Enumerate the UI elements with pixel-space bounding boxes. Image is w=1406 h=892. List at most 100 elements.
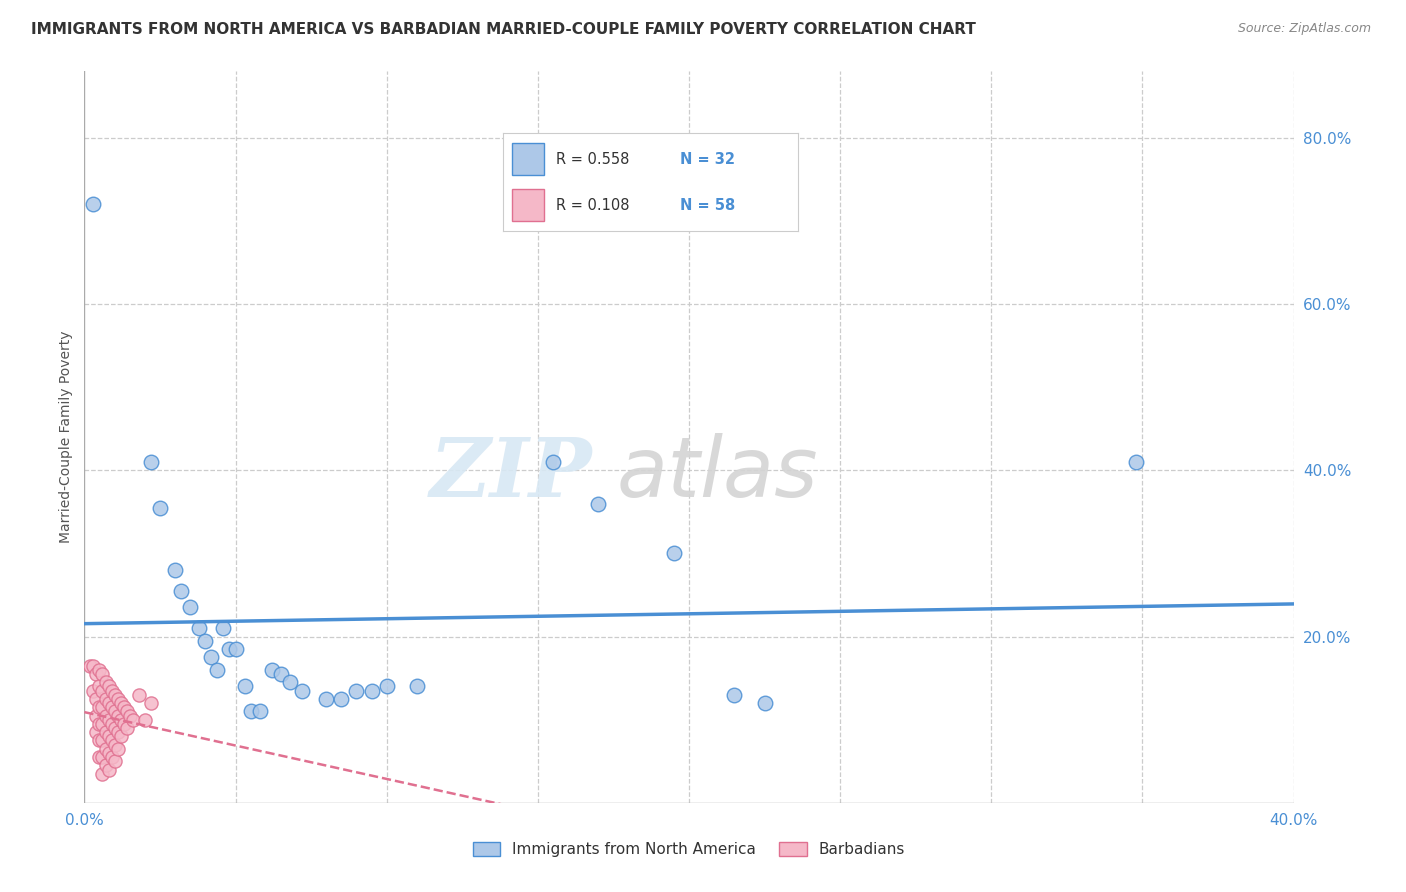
Point [249, 705, 271, 719]
Point [360, 683, 382, 698]
Point [239, 705, 262, 719]
Point [330, 692, 353, 706]
Point [89, 700, 111, 714]
Point [134, 713, 156, 727]
Point [121, 713, 143, 727]
Point [139, 455, 162, 469]
Text: Source: ZipAtlas.com: Source: ZipAtlas.com [1237, 22, 1371, 36]
Point [86, 667, 108, 681]
Point [207, 663, 229, 677]
Point [233, 680, 256, 694]
Point [97, 746, 120, 760]
Text: IMMIGRANTS FROM NORTH AMERICA VS BARBADIAN MARRIED-COUPLE FAMILY POVERTY CORRELA: IMMIGRANTS FROM NORTH AMERICA VS BARBADI… [31, 22, 976, 37]
Point [107, 725, 129, 739]
Point [104, 738, 127, 752]
Point [94, 741, 117, 756]
Point [107, 741, 129, 756]
Point [588, 497, 610, 511]
Point [100, 700, 122, 714]
Point [406, 680, 429, 694]
Point [165, 563, 187, 577]
Text: R = 0.558: R = 0.558 [555, 152, 628, 167]
Point [79, 658, 101, 673]
Point [118, 708, 141, 723]
Point [375, 680, 398, 694]
Point [278, 675, 301, 690]
Point [100, 683, 122, 698]
Point [541, 455, 564, 469]
Point [104, 705, 127, 719]
Point [100, 716, 122, 731]
Point [91, 667, 114, 681]
Legend: Immigrants from North America, Barbadians: Immigrants from North America, Barbadian… [465, 834, 912, 864]
Point [188, 621, 211, 635]
Text: N = 32: N = 32 [681, 152, 735, 167]
Point [100, 733, 122, 747]
Point [194, 633, 217, 648]
Point [218, 642, 240, 657]
Point [91, 733, 114, 747]
Point [94, 708, 117, 723]
Point [723, 688, 745, 702]
Point [107, 708, 129, 723]
Point [1125, 455, 1147, 469]
Point [179, 600, 201, 615]
Point [139, 696, 162, 710]
Point [225, 642, 247, 657]
Point [94, 692, 117, 706]
Point [346, 683, 368, 698]
Point [112, 716, 135, 731]
Point [97, 696, 120, 710]
Point [89, 680, 111, 694]
Point [91, 750, 114, 764]
Point [100, 750, 122, 764]
Point [149, 500, 172, 515]
Point [104, 721, 127, 735]
Point [91, 716, 114, 731]
Text: R = 0.108: R = 0.108 [555, 198, 630, 212]
Bar [512, 144, 544, 175]
Point [94, 758, 117, 772]
Point [94, 725, 117, 739]
Point [270, 667, 292, 681]
Point [97, 680, 120, 694]
Point [115, 721, 138, 735]
Point [110, 696, 132, 710]
Point [91, 766, 114, 780]
Point [89, 716, 111, 731]
Point [754, 696, 776, 710]
Point [110, 713, 132, 727]
Point [212, 621, 235, 635]
Point [89, 733, 111, 747]
Point [86, 708, 108, 723]
Text: atlas: atlas [616, 434, 818, 514]
Y-axis label: Married-Couple Family Poverty: Married-Couple Family Poverty [59, 331, 73, 543]
Point [82, 658, 104, 673]
Point [94, 675, 117, 690]
Point [260, 663, 283, 677]
Point [97, 713, 120, 727]
Point [91, 700, 114, 714]
Point [107, 692, 129, 706]
Point [82, 197, 104, 211]
Point [104, 688, 127, 702]
Point [291, 683, 314, 698]
Point [128, 688, 150, 702]
Point [112, 700, 135, 714]
Point [104, 754, 127, 768]
Point [97, 729, 120, 743]
Text: N = 58: N = 58 [681, 198, 735, 212]
Point [110, 729, 132, 743]
Point [89, 750, 111, 764]
Point [662, 546, 685, 560]
Point [200, 650, 222, 665]
Point [91, 683, 114, 698]
Point [86, 692, 108, 706]
Point [315, 692, 337, 706]
Point [115, 705, 138, 719]
Point [82, 683, 104, 698]
Text: ZIP: ZIP [430, 434, 592, 514]
Point [97, 763, 120, 777]
Point [170, 583, 193, 598]
Point [86, 725, 108, 739]
